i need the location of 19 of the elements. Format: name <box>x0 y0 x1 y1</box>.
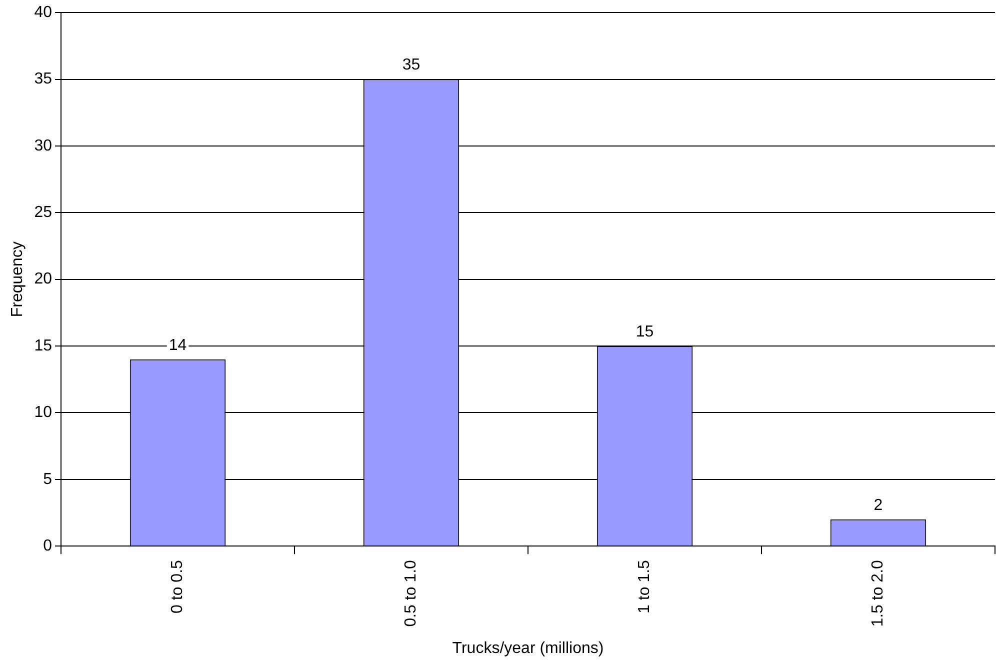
data-label: 15 <box>636 323 654 340</box>
data-label: 35 <box>402 56 420 74</box>
y-tick-label: 0 <box>43 537 52 554</box>
x-tick-label: 1.5 to 2.0 <box>870 560 887 627</box>
y-tick-label: 30 <box>34 137 52 154</box>
x-tick-label: 1 to 1.5 <box>636 560 654 614</box>
x-axis-title: Trucks/year (millions) <box>452 640 604 657</box>
y-tick-label: 5 <box>43 470 52 488</box>
y-tick-label: 35 <box>34 70 52 88</box>
y-tick-label: 40 <box>34 4 52 22</box>
x-tick-label: 0 to 0.5 <box>169 560 186 614</box>
y-tick-label: 20 <box>34 270 52 288</box>
x-tick-label: 0.5 to 1.0 <box>402 560 420 627</box>
data-label: 2 <box>874 496 883 514</box>
data-label: 14 <box>168 336 187 354</box>
y-tick-label: 25 <box>34 204 52 222</box>
y-axis-title: Frequency <box>9 242 26 318</box>
y-tick-label: 10 <box>34 404 52 422</box>
y-tick-label: 15 <box>34 337 52 354</box>
